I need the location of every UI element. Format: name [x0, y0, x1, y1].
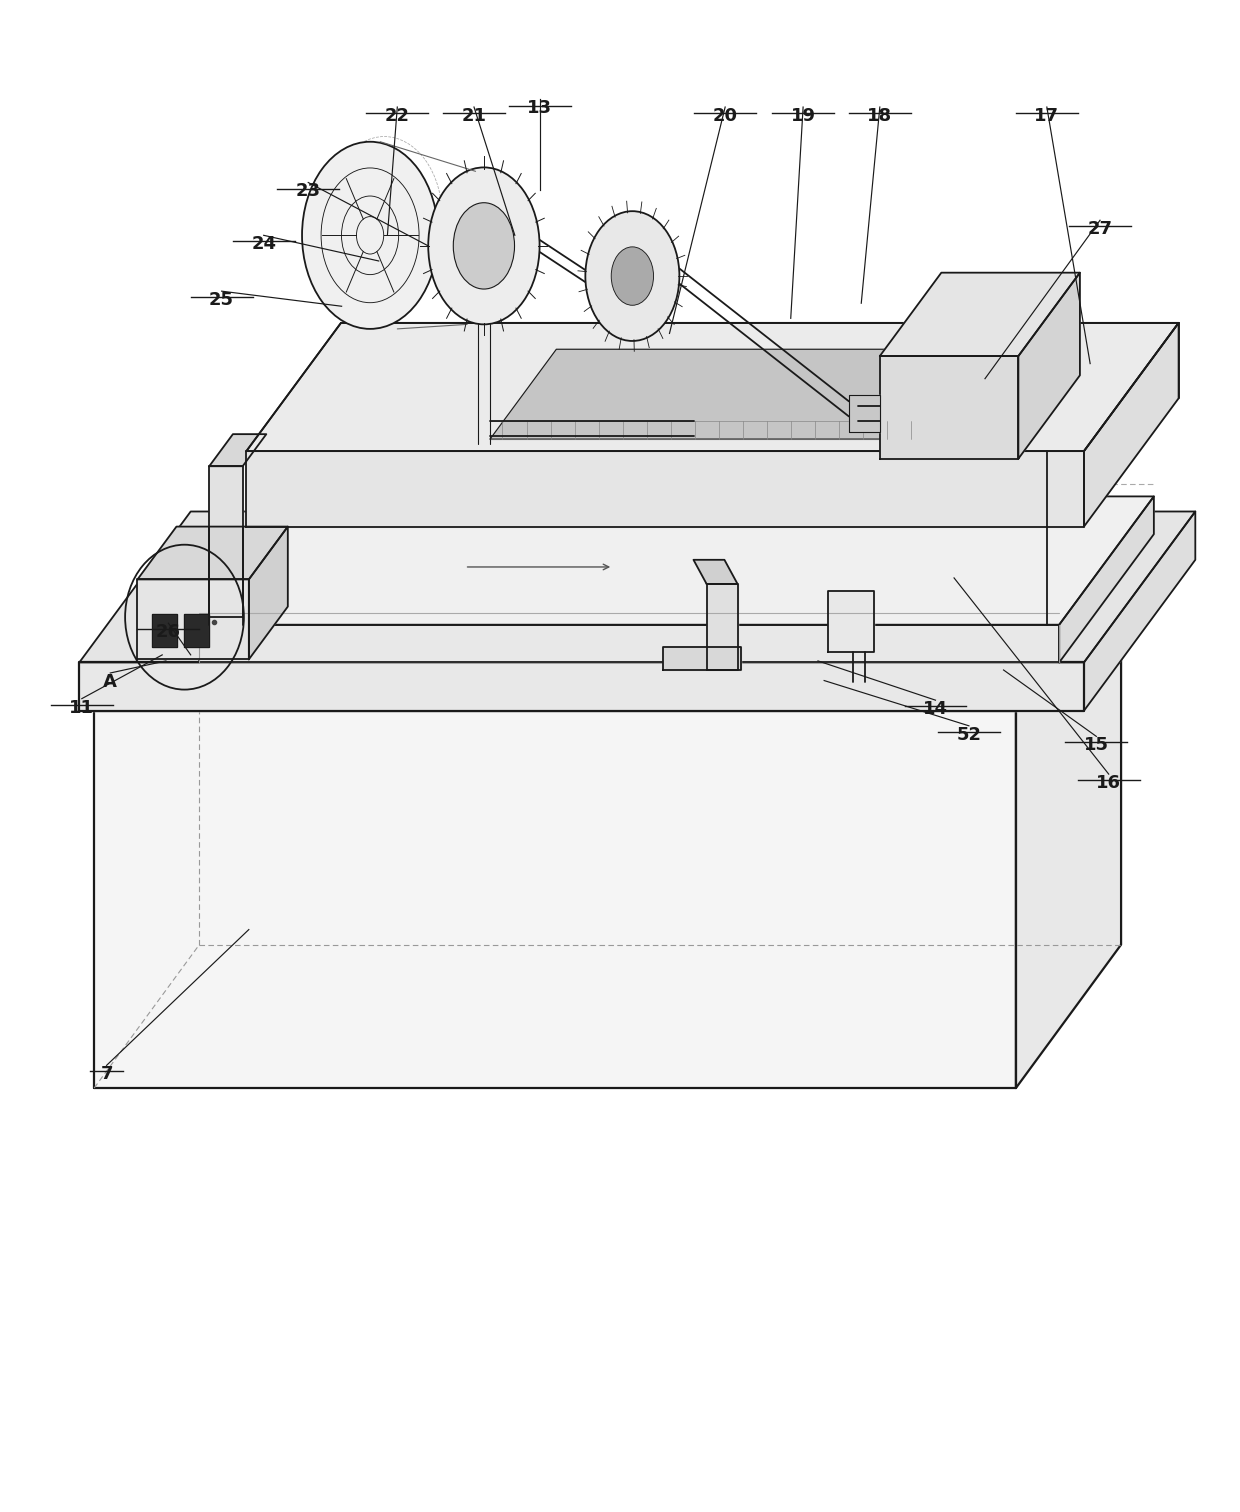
Polygon shape [94, 711, 1016, 1089]
Polygon shape [249, 526, 288, 659]
Polygon shape [200, 496, 1154, 624]
Text: 18: 18 [867, 107, 893, 125]
Polygon shape [79, 662, 1084, 711]
Polygon shape [1084, 324, 1178, 526]
Text: 19: 19 [791, 107, 816, 125]
Text: 11: 11 [69, 699, 94, 717]
Polygon shape [247, 451, 1084, 526]
Text: 16: 16 [1096, 774, 1121, 792]
Polygon shape [247, 324, 1178, 451]
Text: 7: 7 [100, 1066, 113, 1084]
Polygon shape [210, 434, 267, 466]
Polygon shape [200, 624, 1059, 662]
Ellipse shape [303, 142, 438, 330]
Text: 52: 52 [956, 726, 981, 744]
Ellipse shape [428, 168, 539, 325]
Text: 25: 25 [210, 292, 234, 308]
Text: 14: 14 [923, 700, 949, 718]
Polygon shape [1016, 567, 1121, 1089]
Polygon shape [79, 511, 1195, 662]
Polygon shape [693, 559, 738, 584]
Polygon shape [880, 355, 1018, 458]
Polygon shape [490, 349, 990, 438]
Ellipse shape [585, 212, 680, 342]
Text: A: A [103, 673, 118, 691]
Polygon shape [880, 272, 1080, 355]
Polygon shape [138, 579, 249, 659]
Polygon shape [153, 614, 177, 647]
Polygon shape [849, 395, 880, 431]
Polygon shape [1084, 511, 1195, 711]
Polygon shape [663, 647, 742, 670]
Polygon shape [1018, 272, 1080, 458]
Text: 27: 27 [1087, 221, 1112, 239]
Text: 21: 21 [461, 107, 486, 125]
Polygon shape [828, 591, 874, 652]
Polygon shape [94, 567, 1121, 711]
Polygon shape [185, 614, 210, 647]
Text: 15: 15 [1084, 736, 1109, 754]
Text: 23: 23 [295, 183, 321, 201]
Polygon shape [1059, 496, 1154, 662]
Polygon shape [210, 466, 243, 617]
Text: 17: 17 [1034, 107, 1059, 125]
Text: 26: 26 [156, 623, 181, 641]
Text: 22: 22 [384, 107, 409, 125]
Polygon shape [138, 526, 288, 579]
Ellipse shape [454, 203, 515, 289]
Text: 24: 24 [252, 236, 277, 254]
Polygon shape [707, 584, 738, 670]
Text: 13: 13 [527, 100, 552, 118]
Text: 20: 20 [713, 107, 738, 125]
Ellipse shape [611, 246, 653, 305]
